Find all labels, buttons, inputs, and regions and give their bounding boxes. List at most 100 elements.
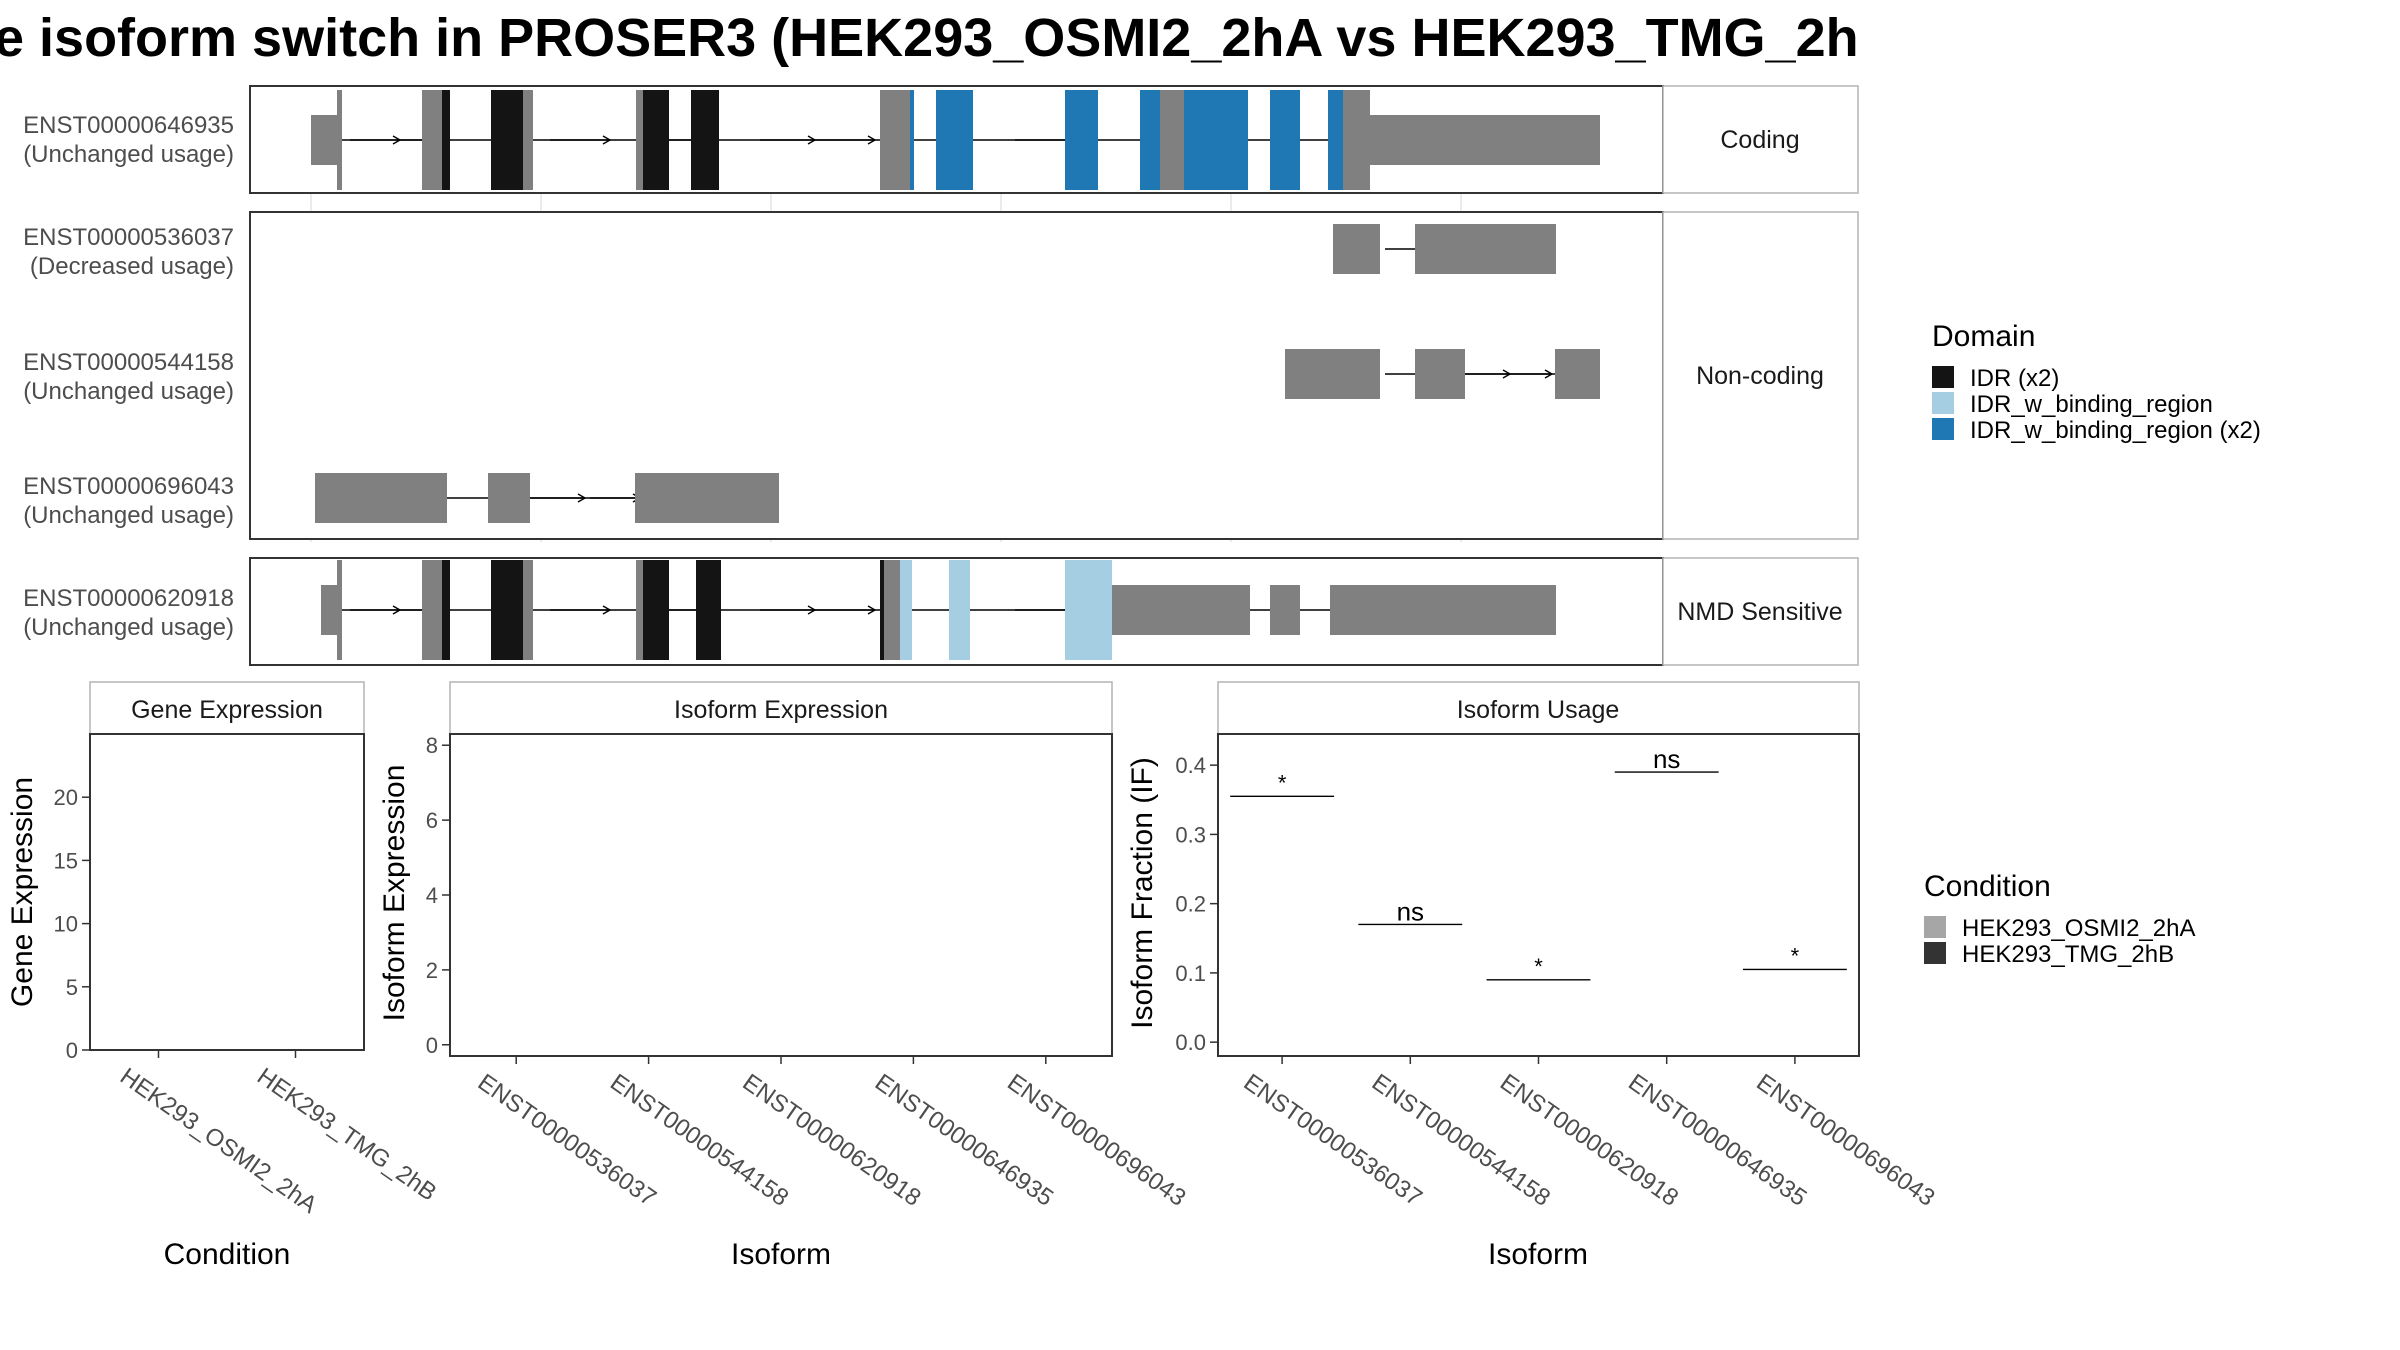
legend-key-cond-a: [1924, 916, 1946, 938]
non-coding-exon: [1112, 585, 1250, 635]
row-id-ENST00000696043: ENST00000696043: [23, 473, 234, 500]
significance-label: *: [1278, 770, 1287, 795]
non-coding-exon: [488, 473, 530, 523]
y-tick-label: 0: [426, 1033, 438, 1058]
isoform-usage-title: Isoform Usage: [1457, 696, 1620, 724]
coding-exon: [949, 560, 970, 660]
condition-legend: Condition HEK293_OSMI2_2hA HEK293_TMG_2h…: [1924, 870, 2195, 968]
coding-exon: [337, 90, 342, 190]
non-coding-exon: [321, 585, 337, 635]
row-usage-ENST00000646935: (Unchanged usage): [23, 141, 234, 168]
transcript-tracks: [311, 90, 1600, 660]
legend-key-cond-b: [1924, 942, 1946, 964]
isoform-expression-panel: Isoform Expression 02468ENST00000536037E…: [378, 681, 1191, 1271]
intron-arrow-head: [1544, 369, 1554, 379]
coding-exon: [1184, 90, 1248, 190]
non-coding-exon: [1415, 224, 1556, 274]
intron-arrow-head: [602, 605, 612, 615]
coding-exon: [636, 90, 643, 190]
coding-exon: [880, 90, 910, 190]
transcript-track-3: [315, 473, 779, 523]
y-tick-label: 0.3: [1175, 822, 1206, 847]
strip-nmd: [1662, 557, 1859, 666]
non-coding-exon: [315, 473, 447, 523]
coding-exon: [442, 90, 450, 190]
non-coding-exon: [635, 473, 779, 523]
row-id-ENST00000544158: ENST00000544158: [23, 349, 234, 376]
y-tick-label: 0.4: [1175, 753, 1206, 778]
domain-legend-title: Domain: [1932, 320, 2035, 353]
row-usage-ENST00000536037: (Decreased usage): [30, 253, 234, 280]
row-usage-ENST00000696043: (Unchanged usage): [23, 502, 234, 529]
intron-arrow-head: [577, 493, 587, 503]
y-tick-label: 6: [426, 808, 438, 833]
strip-label-nmd: NMD Sensitive: [1677, 598, 1842, 626]
non-coding-exon: [1330, 585, 1556, 635]
y-tick-label: 2: [426, 958, 438, 983]
y-tick-label: 8: [426, 733, 438, 758]
coding-exon: [523, 560, 533, 660]
coding-exon: [1140, 90, 1160, 190]
y-tick-label: 0.0: [1175, 1030, 1206, 1055]
isoform-usage-y-label: Isoform Fraction (IF): [1126, 757, 1159, 1029]
row-usage-ENST00000544158: (Unchanged usage): [23, 378, 234, 405]
coding-exon: [643, 90, 669, 190]
non-coding-exon: [1415, 349, 1465, 399]
isoform-usage-x-label: Isoform: [1488, 1238, 1588, 1271]
coding-exon: [900, 560, 912, 660]
isoform-usage-strip: [1217, 681, 1860, 735]
coding-exon: [884, 560, 900, 660]
coding-exon: [691, 90, 719, 190]
isoform-expression-plot-area: [449, 733, 1113, 1057]
legend-label-idr-w-binding-region: IDR_w_binding_region: [1970, 391, 2213, 418]
coding-exon: [1270, 90, 1300, 190]
coding-exon: [636, 560, 643, 660]
condition-legend-title: Condition: [1924, 870, 2051, 903]
strip-non-coding: [1662, 211, 1859, 540]
coding-exon: [1065, 560, 1112, 660]
y-tick-label: 15: [54, 848, 78, 873]
significance-label: ns: [1653, 744, 1680, 774]
legend-label-idr: IDR (x2): [1970, 365, 2059, 392]
isoform-usage-plot-area: [1217, 733, 1860, 1057]
row-id-ENST00000646935: ENST00000646935: [23, 112, 234, 139]
coding-exon: [422, 90, 442, 190]
legend-label-idr-w-binding-region-x2: IDR_w_binding_region (x2): [1970, 417, 2261, 444]
coding-exon: [936, 90, 973, 190]
coding-exon: [910, 90, 914, 190]
legend-label-cond-a: HEK293_OSMI2_2hA: [1962, 915, 2195, 942]
isoform-usage-panel: Isoform Usage 0.00.10.20.30.4ENST0000053…: [1126, 681, 1940, 1271]
non-coding-exon: [1370, 115, 1600, 165]
non-coding-exon: [1270, 585, 1300, 635]
strip-label-coding: Coding: [1720, 126, 1799, 154]
non-coding-exon: [1285, 349, 1380, 399]
coding-exon: [337, 560, 342, 660]
coding-exon: [880, 560, 884, 660]
significance-label: *: [1534, 954, 1543, 979]
legend-key-idr-w-binding-region: [1932, 392, 1954, 414]
legend-key-idr-w-binding-region-x2: [1932, 418, 1954, 440]
gene-expression-plot-area: [89, 733, 365, 1051]
coding-exon: [1328, 90, 1343, 190]
y-tick-label: 0: [66, 1038, 78, 1063]
coding-exon: [491, 560, 523, 660]
intron-arrow-head: [867, 605, 877, 615]
significance-label: *: [1791, 943, 1800, 968]
row-usage-ENST00000620918: (Unchanged usage): [23, 614, 234, 641]
y-tick-label: 5: [66, 975, 78, 1000]
intron-arrow-head: [867, 135, 877, 145]
transcript-track-4: [321, 560, 1556, 660]
isoform-expression-strip: [449, 681, 1113, 735]
y-tick-label: 0.1: [1175, 961, 1206, 986]
coding-exon: [442, 560, 450, 660]
coding-exon: [422, 560, 442, 660]
gene-expression-y-label: Gene Expression: [6, 777, 39, 1007]
gene-expression-title: Gene Expression: [131, 696, 323, 724]
y-tick-label: 20: [54, 785, 78, 810]
strip-label-non-coding: Non-coding: [1696, 362, 1824, 390]
row-id-ENST00000536037: ENST00000536037: [23, 224, 234, 251]
gene-expression-x-label: Condition: [164, 1238, 291, 1271]
intron-arrow-head: [602, 135, 612, 145]
y-tick-label: 10: [54, 912, 78, 937]
